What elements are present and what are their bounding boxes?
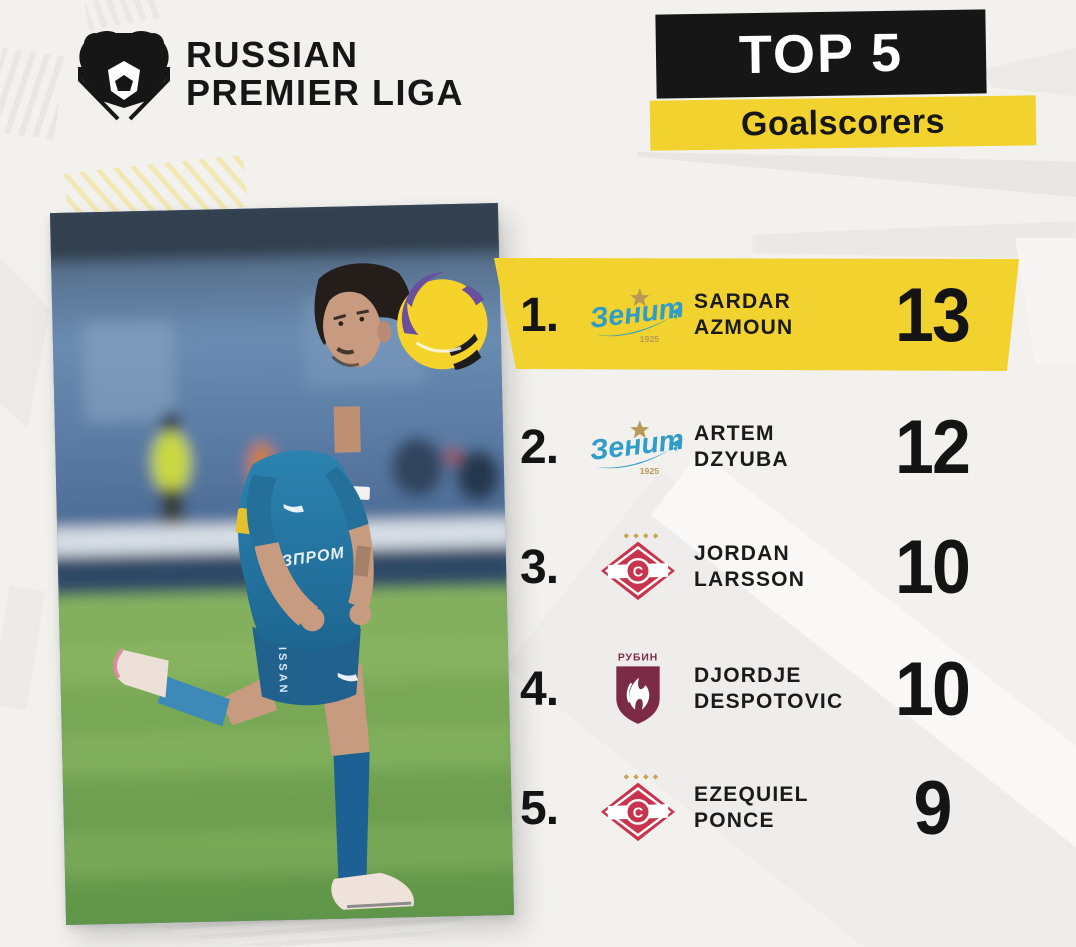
- player-photo-art: NISSAN ГАЗПРОМ: [49, 203, 515, 925]
- zenit-crest-icon: Зенит 1925: [582, 283, 694, 347]
- svg-text:Зенит: Зенит: [588, 292, 686, 335]
- standings-row-2: 2. Зенит 1925 ARTEM DZYUBA 12: [520, 392, 1020, 502]
- player-name: SARDAR AZMOUN: [694, 290, 794, 339]
- goals-count: 9: [913, 765, 952, 851]
- zenit-crest-icon: Зенит 1925: [582, 415, 694, 479]
- standings-row-5: 5. С EZEQUIEL PONCE 9: [520, 753, 1020, 863]
- bg-wedge-under-banner: [638, 151, 1076, 197]
- player-figure: NISSAN ГАЗПРОМ: [113, 263, 414, 910]
- top5-banner: TOP 5: [655, 9, 987, 99]
- bg-stripes-top-left: [0, 47, 66, 141]
- league-name-line1: RUSSIAN: [186, 34, 359, 75]
- rank-label: 5.: [520, 781, 559, 835]
- player-photo: NISSAN ГАЗПРОМ: [49, 203, 515, 925]
- svg-text:РУБИН: РУБИН: [618, 653, 658, 664]
- goals-count: 13: [894, 272, 971, 358]
- rank-label: 2.: [520, 420, 559, 474]
- player-name: EZEQUIEL PONCE: [694, 783, 809, 832]
- player-name: ARTEM DZYUBA: [694, 422, 789, 471]
- rubin-crest-icon: РУБИН: [582, 651, 694, 727]
- goalscorers-banner: Goalscorers: [649, 95, 1037, 151]
- shorts-sponsor-text: NISSAN: [276, 636, 289, 696]
- goals-count: 12: [894, 404, 971, 490]
- league-bear-icon: [78, 30, 170, 121]
- standings-row-1: 1. Зенит 1925 SARDAR AZMOUN 13: [520, 260, 1020, 370]
- rank-label: 1.: [520, 288, 559, 342]
- goals-count: 10: [894, 524, 971, 610]
- svg-text:1925: 1925: [640, 334, 659, 344]
- bg-wedge-top-right: [982, 48, 1076, 96]
- goalscorers-banner-label: Goalscorers: [740, 102, 946, 143]
- svg-text:Зенит: Зенит: [588, 424, 686, 467]
- goals-count: 10: [894, 646, 971, 732]
- svg-text:С: С: [633, 806, 644, 822]
- spartak-crest-icon: С: [582, 530, 694, 604]
- svg-text:С: С: [633, 565, 644, 581]
- league-name-line2: PREMIER LIGA: [186, 72, 465, 113]
- league-name: RUSSIAN PREMIER LIGA: [186, 36, 464, 112]
- top5-banner-title: TOP 5: [738, 22, 904, 86]
- spartak-crest-icon: С: [582, 771, 694, 845]
- bg-wedge-left: [0, 258, 50, 428]
- rank-label: 4.: [520, 662, 559, 716]
- ball: [397, 272, 488, 371]
- standings-row-4: 4. РУБИН DJORDJE DESPOTOVIC 10: [520, 634, 1020, 744]
- bg-soft-wedge: [752, 220, 1076, 260]
- bg-wedge-left-lower: [0, 585, 46, 711]
- standings-row-3: 3. С JORDAN LARSSON 10: [520, 512, 1020, 622]
- svg-text:1925: 1925: [640, 466, 659, 476]
- player-name: DJORDJE DESPOTOVIC: [694, 664, 844, 713]
- player-name: JORDAN LARSSON: [694, 542, 806, 591]
- rank-label: 3.: [520, 540, 559, 594]
- rank1-highlight-band: [494, 258, 1019, 371]
